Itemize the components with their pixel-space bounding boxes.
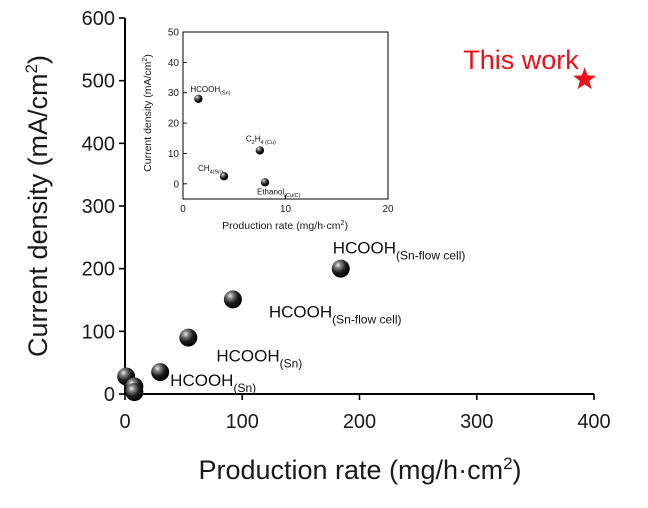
inset-x-tick-label: 10	[280, 204, 292, 215]
y-tick-label: 600	[82, 8, 115, 30]
x-tick-label: 0	[119, 411, 130, 433]
inset-y-tick-label: 40	[168, 58, 180, 69]
y-tick-label: 200	[82, 259, 115, 281]
x-tick-label: 200	[343, 411, 376, 433]
y-tick-label: 0	[104, 384, 115, 406]
data-point	[179, 328, 198, 347]
x-tick-label: 300	[460, 411, 493, 433]
y-tick-label: 500	[82, 71, 115, 93]
data-point	[223, 290, 242, 309]
point-label: HCOOH(Sn-flow cell)	[269, 302, 402, 326]
inset-data-point	[219, 172, 229, 181]
inset-y-axis-title: Current density (mA/cm2)	[142, 54, 154, 172]
data-point	[125, 383, 144, 402]
inset-point-label: HCOOH(Sn)	[190, 85, 230, 97]
inset-ticks: 0 10 20 0 10 20 30 40 50	[168, 28, 394, 216]
inset-frame	[182, 31, 389, 200]
inset-point-label: CH4(Sn)	[198, 164, 223, 176]
inset-data-point	[255, 146, 265, 155]
point-label: HCOOH(Sn)	[170, 371, 256, 395]
point-label: HCOOH(Sn-flow cell)	[333, 239, 466, 263]
inset-point-label: Ethanol(Cu/C)	[257, 187, 301, 199]
this-work-label: This work	[463, 45, 579, 75]
x-tick-label: 400	[577, 411, 610, 433]
x-tick-label: 100	[226, 411, 259, 433]
main-points: HCOOH(Sn)HCOOH(Sn) HCOOH(Sn-flow cell) HCO…	[117, 239, 466, 402]
y-tick-label: 400	[82, 133, 115, 155]
data-point	[331, 259, 350, 278]
point-label: HCOOH(Sn)	[216, 347, 302, 371]
y-axis-title: Current density (mA/cm2)	[22, 55, 53, 357]
y-tick-label: 300	[82, 196, 115, 218]
this-work-star-marker	[573, 67, 596, 90]
x-axis-title: Production rate (mg/h·cm2)	[198, 454, 521, 485]
inset-y-tick-label: 50	[168, 28, 180, 39]
inset-x-axis-title: Production rate (mg/h·cm2)	[222, 220, 348, 232]
inset-data-point	[260, 178, 270, 187]
inset-x-tick-label: 0	[180, 204, 186, 215]
y-tick-label: 100	[82, 321, 115, 343]
inset-points: HCOOH(Sn) C2H4 (Cu) CH4(Sn) Ethanol(Cu/C)	[190, 85, 300, 199]
inset-y-tick-label: 20	[168, 119, 180, 130]
inset-point-label: C2H4 (Cu)	[246, 134, 276, 146]
inset-y-tick-label: 10	[168, 149, 180, 160]
inset-y-tick-label: 0	[173, 179, 179, 190]
data-point	[151, 363, 170, 382]
inset-data-point	[194, 94, 203, 104]
highlight-group	[573, 67, 596, 90]
inset-y-tick-label: 30	[168, 88, 180, 99]
inset-x-tick-label: 20	[382, 204, 394, 215]
